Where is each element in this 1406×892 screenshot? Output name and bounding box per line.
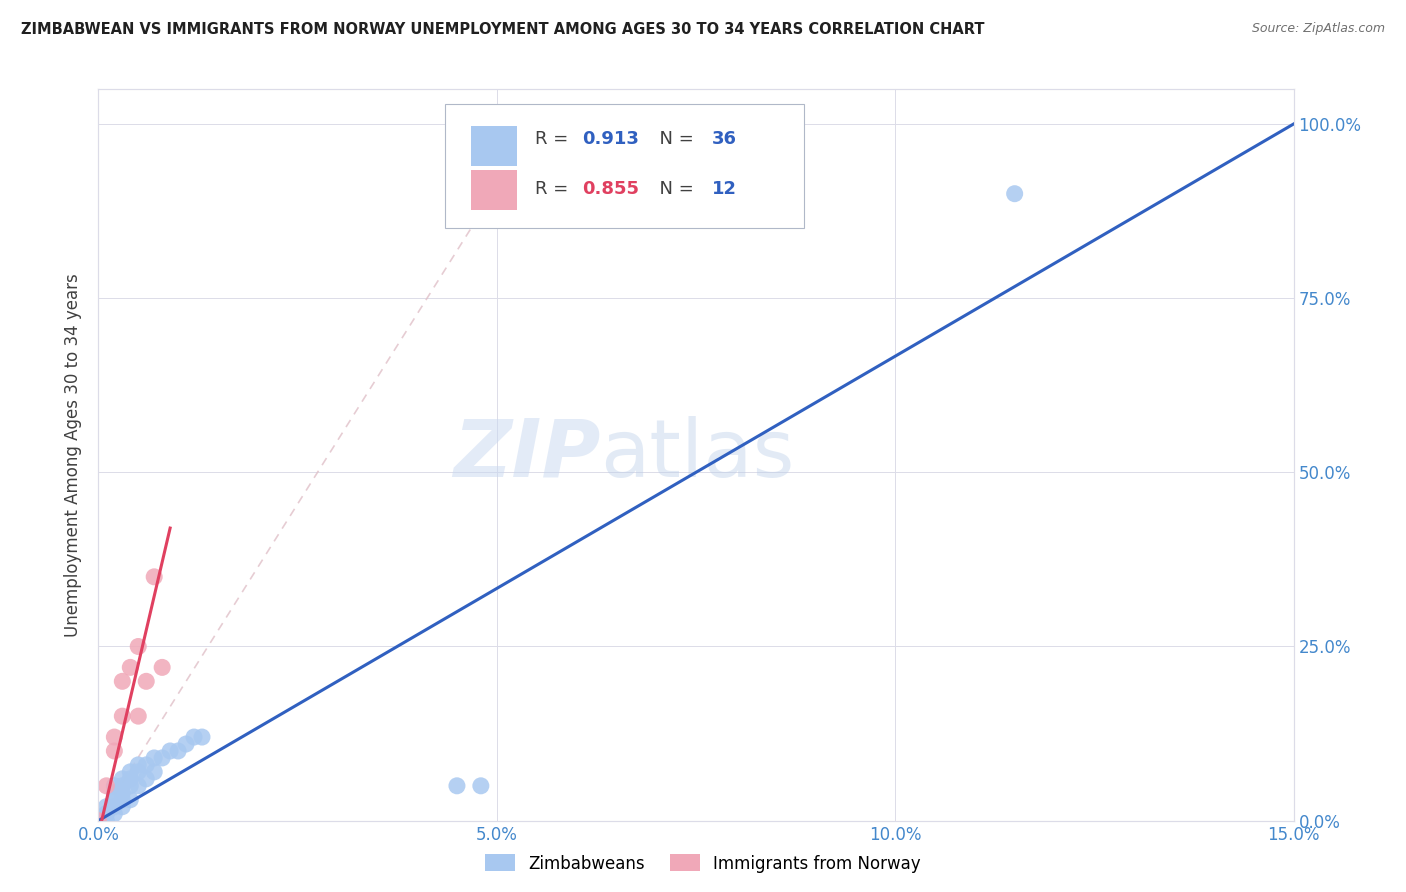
Point (127, 640, 149, 654)
Point (120, 779, 142, 793)
Point (135, 674, 157, 689)
Point (103, 793, 125, 807)
Point (111, 772, 134, 786)
Point (150, 660, 173, 674)
Point (120, 764, 142, 779)
Text: N =: N = (648, 130, 700, 148)
Point (174, 737, 197, 751)
Text: R =: R = (534, 130, 574, 148)
Point (103, 779, 125, 793)
Point (127, 764, 149, 779)
Point (111, 779, 134, 793)
Text: atlas: atlas (600, 416, 794, 494)
Point (1004, 186, 1026, 201)
Point (150, 751, 173, 765)
Point (111, 799, 134, 814)
Point (120, 793, 142, 807)
Text: N =: N = (648, 180, 700, 198)
Point (159, 744, 181, 758)
Point (143, 570, 166, 584)
Point (120, 660, 142, 674)
Point (183, 730, 205, 744)
Text: 12: 12 (711, 180, 737, 198)
Bar (471, 169, 517, 210)
Point (120, 772, 142, 786)
FancyBboxPatch shape (444, 103, 804, 228)
Point (96, 806, 118, 821)
Point (96, 799, 118, 814)
Point (135, 772, 157, 786)
Point (135, 758, 157, 772)
Point (127, 779, 149, 793)
Point (87, 814, 110, 828)
Point (103, 744, 125, 758)
Text: ZIMBABWEAN VS IMMIGRANTS FROM NORWAY UNEMPLOYMENT AMONG AGES 30 TO 34 YEARS CORR: ZIMBABWEAN VS IMMIGRANTS FROM NORWAY UNE… (21, 22, 984, 37)
Point (191, 730, 214, 744)
Point (103, 730, 125, 744)
Point (167, 744, 190, 758)
Point (111, 674, 134, 689)
Text: 0.913: 0.913 (582, 130, 640, 148)
Text: ZIP: ZIP (453, 416, 600, 494)
Point (111, 709, 134, 723)
Text: 0.855: 0.855 (582, 180, 640, 198)
Point (446, 779, 468, 793)
Point (470, 779, 492, 793)
Point (111, 793, 134, 807)
Point (103, 806, 125, 821)
Point (96, 779, 118, 793)
Point (87, 814, 110, 828)
Point (127, 758, 149, 772)
Point (96, 814, 118, 828)
Point (96, 806, 118, 821)
Text: R =: R = (534, 180, 574, 198)
Y-axis label: Unemployment Among Ages 30 to 34 years: Unemployment Among Ages 30 to 34 years (65, 273, 83, 637)
Text: Source: ZipAtlas.com: Source: ZipAtlas.com (1251, 22, 1385, 36)
Point (143, 764, 166, 779)
Bar (471, 126, 517, 166)
Legend: Zimbabweans, Immigrants from Norway: Zimbabweans, Immigrants from Norway (478, 847, 928, 880)
Point (111, 786, 134, 800)
Point (127, 709, 149, 723)
Point (143, 751, 166, 765)
Point (87, 814, 110, 828)
Point (103, 799, 125, 814)
Point (103, 786, 125, 800)
Text: 36: 36 (711, 130, 737, 148)
